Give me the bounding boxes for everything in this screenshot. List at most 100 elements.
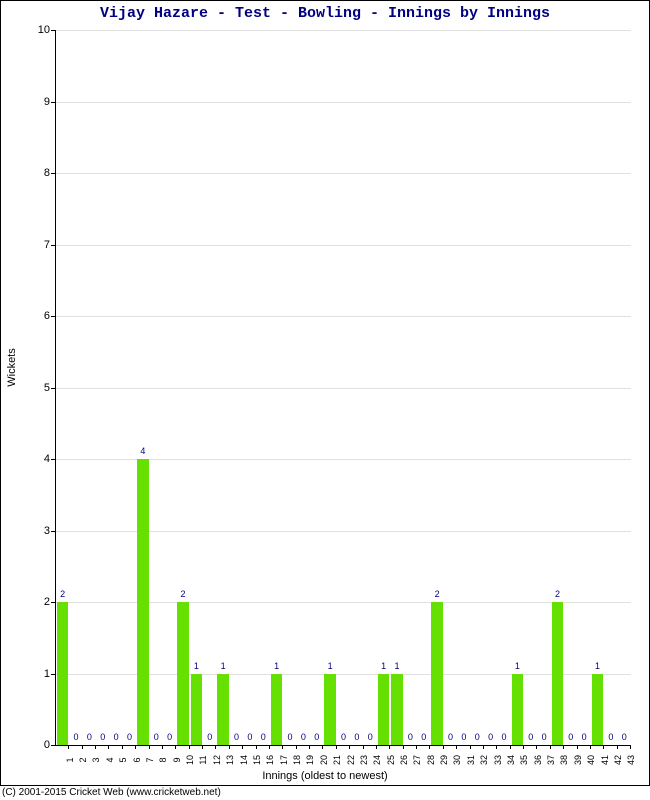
x-tick-mark [550,745,551,749]
x-tick-mark [269,745,270,749]
x-tick-label: 39 [573,755,583,765]
x-axis-label: Innings (oldest to newest) [0,770,650,782]
x-tick-mark [376,745,377,749]
bar-value-label: 2 [555,589,560,599]
x-tick-mark [95,745,96,749]
y-tick-label: 7 [44,239,50,251]
gridline [56,102,631,103]
bar-value-label: 0 [448,732,453,742]
bar [512,674,523,746]
x-tick-mark [242,745,243,749]
bar [378,674,389,746]
bar-value-label: 1 [194,661,199,671]
bar-value-label: 1 [595,661,600,671]
bar [191,674,202,746]
x-tick-label: 15 [252,755,262,765]
x-tick-mark [322,745,323,749]
x-tick-label: 18 [292,755,302,765]
x-tick-label: 14 [239,755,249,765]
bar-value-label: 0 [421,732,426,742]
x-tick-mark [456,745,457,749]
bar-value-label: 2 [435,589,440,599]
y-tick-label: 4 [44,453,50,465]
x-tick-mark [229,745,230,749]
x-tick-mark [563,745,564,749]
y-tick-mark [51,388,55,389]
y-tick-label: 2 [44,596,50,608]
bar [271,674,282,746]
x-tick-label: 8 [158,757,168,762]
bar-value-label: 0 [461,732,466,742]
bar-value-label: 0 [608,732,613,742]
x-tick-mark [416,745,417,749]
bar-value-label: 0 [314,732,319,742]
x-tick-mark [202,745,203,749]
bar-value-label: 1 [274,661,279,671]
x-tick-label: 17 [279,755,289,765]
bar-value-label: 4 [140,446,145,456]
x-tick-mark [189,745,190,749]
bar [431,602,442,745]
gridline [56,316,631,317]
bar-value-label: 0 [100,732,105,742]
bar [137,459,148,745]
chart-container: Vijay Hazare - Test - Bowling - Innings … [0,0,650,800]
x-tick-label: 27 [412,755,422,765]
x-tick-mark [296,745,297,749]
y-tick-mark [51,745,55,746]
y-tick-mark [51,316,55,317]
gridline [56,245,631,246]
x-tick-mark [122,745,123,749]
bar-value-label: 0 [234,732,239,742]
x-tick-label: 7 [145,757,155,762]
bar [592,674,603,746]
bar-value-label: 0 [528,732,533,742]
x-tick-label: 21 [332,755,342,765]
x-tick-mark [282,745,283,749]
x-tick-mark [336,745,337,749]
y-tick-label: 5 [44,382,50,394]
x-tick-mark [149,745,150,749]
x-tick-label: 23 [359,755,369,765]
copyright-text: (C) 2001-2015 Cricket Web (www.cricketwe… [2,787,221,798]
bar-value-label: 0 [154,732,159,742]
bar-value-label: 0 [542,732,547,742]
x-tick-label: 22 [346,755,356,765]
bar-value-label: 0 [87,732,92,742]
x-tick-label: 4 [105,757,115,762]
x-tick-mark [309,745,310,749]
x-tick-mark [603,745,604,749]
x-tick-mark [510,745,511,749]
bar-value-label: 0 [622,732,627,742]
x-tick-mark [590,745,591,749]
y-tick-mark [51,459,55,460]
x-tick-label: 25 [386,755,396,765]
x-tick-mark [256,745,257,749]
bar [177,602,188,745]
x-tick-label: 32 [479,755,489,765]
x-tick-mark [68,745,69,749]
bar-value-label: 2 [181,589,186,599]
x-tick-mark [577,745,578,749]
bar-value-label: 1 [394,661,399,671]
bar-value-label: 0 [287,732,292,742]
x-tick-mark [483,745,484,749]
y-tick-label: 9 [44,96,50,108]
bar-value-label: 1 [381,661,386,671]
bar [217,674,228,746]
bar-value-label: 0 [114,732,119,742]
x-tick-label: 13 [225,755,235,765]
x-tick-mark [523,745,524,749]
bar-value-label: 0 [582,732,587,742]
bar-value-label: 0 [247,732,252,742]
bar-value-label: 0 [207,732,212,742]
x-tick-label: 3 [91,757,101,762]
y-tick-label: 3 [44,525,50,537]
x-tick-mark [175,745,176,749]
x-tick-label: 28 [426,755,436,765]
x-tick-mark [429,745,430,749]
x-tick-label: 35 [519,755,529,765]
x-tick-label: 42 [613,755,623,765]
y-tick-mark [51,173,55,174]
bar-value-label: 0 [408,732,413,742]
